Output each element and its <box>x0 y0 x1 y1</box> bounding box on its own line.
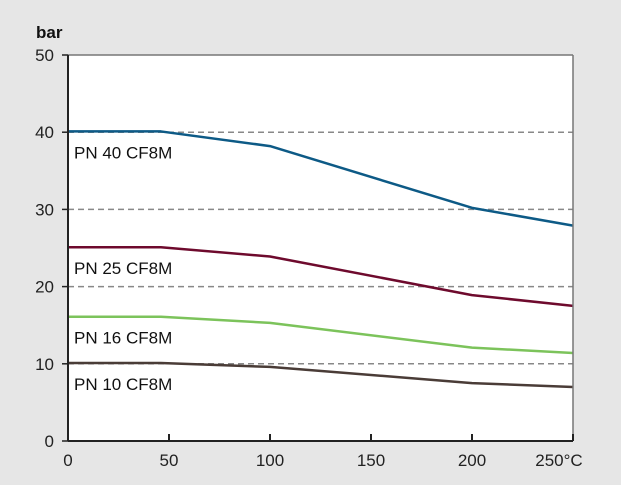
series-label-2: PN 16 CF8M <box>74 329 172 348</box>
series-label-1: PN 25 CF8M <box>74 259 172 278</box>
x-tick-label-4: 200 <box>458 451 486 470</box>
x-tick-label-2: 100 <box>256 451 284 470</box>
series-line-1 <box>68 245 574 308</box>
y-tick-label-2: 20 <box>35 278 54 297</box>
axis-ticks: 0 10 20 30 40 50 0 50 100 150 200 250°C <box>35 46 583 470</box>
x-tick-label-3: 150 <box>357 451 385 470</box>
series-line-2 <box>68 315 574 355</box>
series-lines <box>68 130 574 389</box>
axes <box>67 54 574 442</box>
y-tick-label-5: 50 <box>35 46 54 65</box>
y-tick-label-0: 0 <box>45 432 54 451</box>
series-label-3: PN 10 CF8M <box>74 375 172 394</box>
x-tick-label-5: 250°C <box>535 451 582 470</box>
y-tick-label-3: 30 <box>35 200 54 219</box>
y-axis-unit-label: bar <box>36 23 63 42</box>
series-line-3 <box>68 361 574 389</box>
series-label-0: PN 40 CF8M <box>74 143 172 162</box>
series-line-0 <box>68 130 574 227</box>
series-labels: PN 40 CF8M PN 25 CF8M PN 16 CF8M PN 10 CF8M <box>74 143 172 394</box>
y-tick-label-4: 40 <box>35 123 54 142</box>
y-tick-label-1: 10 <box>35 355 54 374</box>
x-tick-label-0: 0 <box>63 451 72 470</box>
x-tick-label-1: 50 <box>160 451 179 470</box>
